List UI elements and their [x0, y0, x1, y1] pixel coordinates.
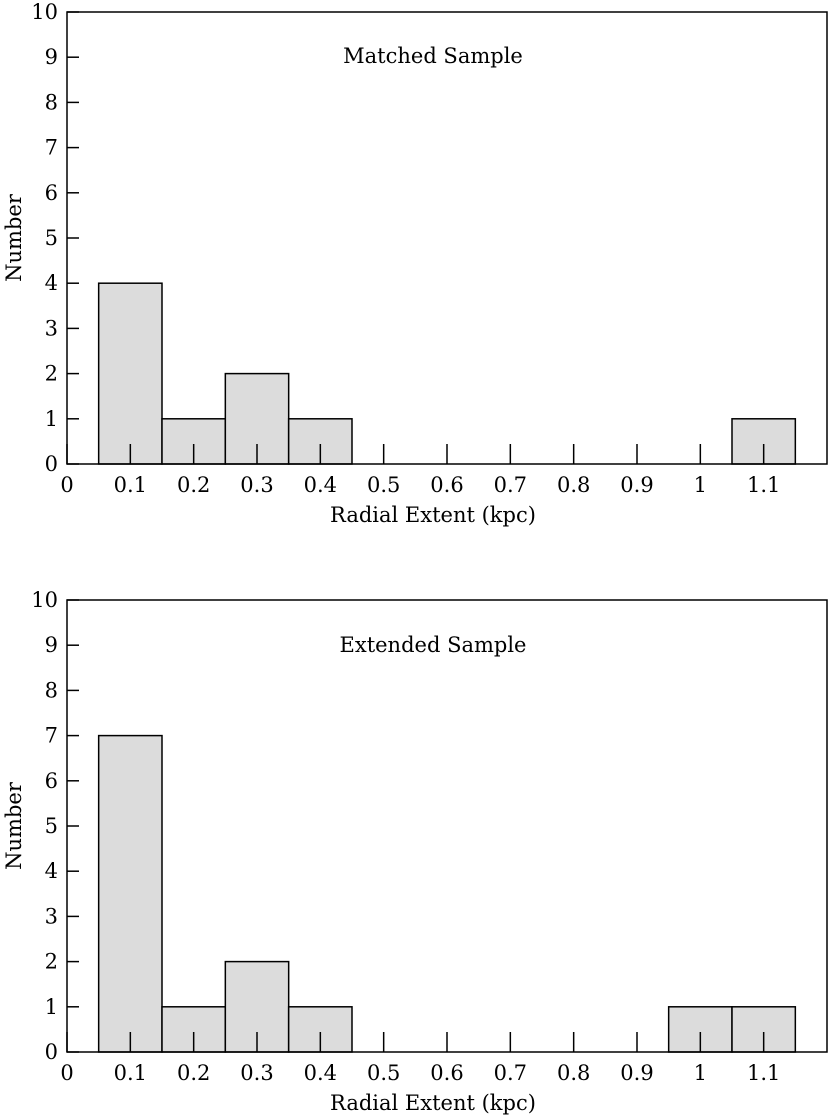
extended-sample-y-tick-label: 0	[45, 1040, 58, 1064]
matched-sample-y-tick-label: 5	[45, 226, 58, 250]
extended-sample-y-tick-label: 4	[45, 859, 58, 883]
extended-sample-y-tick-label: 6	[45, 769, 58, 793]
matched-sample-x-tick-label: 0.2	[177, 473, 210, 497]
matched-sample-panel: 0 1 2 3 4 5 6 7 8 9 10 0 0.1 0.2 0.3 0.4 0.5 0.6 0.7 0.8 0.9…	[2, 0, 828, 527]
matched-sample-y-tick-label: 1	[45, 407, 58, 431]
matched-sample-title: Matched Sample	[343, 44, 523, 68]
extended-sample-y-tick-label: 2	[45, 950, 58, 974]
extended-sample-y-tick-label: 8	[45, 678, 58, 702]
matched-sample-y-tick-label: 9	[45, 45, 58, 69]
matched-sample-y-tick-label: 4	[45, 271, 58, 295]
matched-sample-plot-frame	[66, 11, 828, 465]
extended-sample-y-tick-label: 7	[45, 724, 58, 748]
extended-sample-x-tick-label: 0.4	[304, 1061, 337, 1085]
matched-sample-x-tick-label: 0.9	[620, 473, 653, 497]
matched-sample-x-tick-label: 0.7	[494, 473, 527, 497]
matched-sample-y-tick-label: 2	[45, 362, 58, 386]
extended-sample-x-tick-label: 0.6	[430, 1061, 463, 1085]
extended-sample-y-tick-label: 10	[31, 588, 58, 612]
extended-sample-x-tick-label: 0.1	[114, 1061, 147, 1085]
extended-sample-plot-frame	[66, 599, 828, 1053]
matched-sample-y-tick-label: 8	[45, 90, 58, 114]
matched-sample-x-tick-label: 0.5	[367, 473, 400, 497]
matched-sample-x-tick-label: 0.8	[557, 473, 590, 497]
matched-sample-y-axis-label: Number	[2, 193, 26, 282]
matched-sample-x-tick-label: 0.3	[240, 473, 273, 497]
matched-sample-y-tick-label: 10	[31, 0, 58, 24]
matched-sample-x-tick-label: 0	[60, 473, 73, 497]
extended-sample-x-tick-label: 0.7	[494, 1061, 527, 1085]
extended-sample-x-tick-label: 0.3	[240, 1061, 273, 1085]
matched-sample-x-tick-label: 0.1	[114, 473, 147, 497]
extended-sample-x-tick-label: 1	[694, 1061, 707, 1085]
matched-sample-x-tick-label: 1	[694, 473, 707, 497]
matched-sample-y-tick-label: 0	[45, 452, 58, 476]
matched-sample-bar-0	[97, 282, 163, 465]
extended-sample-x-tick-label: 0.9	[620, 1061, 653, 1085]
extended-sample-y-tick-label: 3	[45, 904, 58, 928]
matched-sample-x-tick-label: 1.1	[747, 473, 780, 497]
extended-sample-title: Extended Sample	[340, 633, 527, 657]
matched-sample-x-axis-label: Radial Extent (kpc)	[330, 503, 536, 527]
matched-sample-y-tick-label: 7	[45, 136, 58, 160]
extended-sample-x-tick-label: 0.5	[367, 1061, 400, 1085]
extended-sample-x-tick-label: 1.1	[747, 1061, 780, 1085]
extended-sample-x-axis-label: Radial Extent (kpc)	[330, 1091, 536, 1115]
matched-sample-x-tick-label: 0.4	[304, 473, 337, 497]
extended-sample-bar-0	[97, 734, 163, 1053]
extended-sample-x-tick-label: 0	[60, 1061, 73, 1085]
extended-sample-y-tick-label: 5	[45, 814, 58, 838]
extended-sample-x-tick-label: 0.2	[177, 1061, 210, 1085]
extended-sample-x-tick-label: 0.8	[557, 1061, 590, 1085]
matched-sample-y-tick-label: 6	[45, 181, 58, 205]
extended-sample-panel: 0 1 2 3 4 5 6 7 8 9 10 0 0.1 0.2 0.3 0.4 0.5 0.6 0.7 0.8 0.9…	[2, 588, 828, 1115]
matched-sample-y-tick-label: 3	[45, 316, 58, 340]
extended-sample-y-tick-label: 9	[45, 633, 58, 657]
matched-sample-x-tick-label: 0.6	[430, 473, 463, 497]
extended-sample-y-axis-label: Number	[2, 781, 26, 870]
extended-sample-y-tick-label: 1	[45, 995, 58, 1019]
